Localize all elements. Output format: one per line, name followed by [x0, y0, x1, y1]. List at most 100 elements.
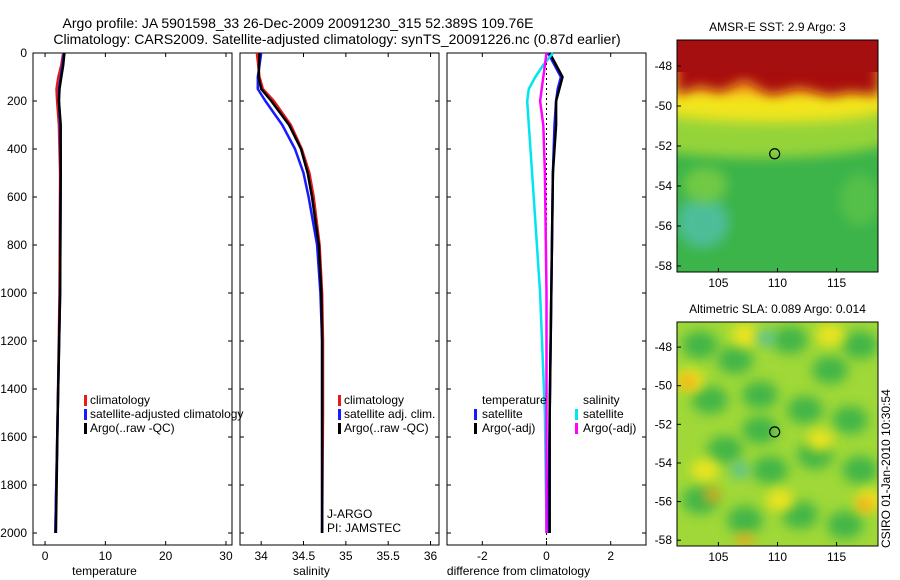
sla-orange-eddy — [857, 498, 873, 512]
y-tick-label: 1000 — [0, 286, 27, 300]
sla-green-eddy — [812, 356, 848, 384]
y-tick-label: -48 — [655, 340, 673, 354]
y-tick-label: 1200 — [0, 334, 27, 348]
legend-swatch — [474, 423, 477, 434]
difference-profile-chart: -2 0 2 difference from climatology temperatu… — [446, 52, 647, 578]
sla-green-eddy — [742, 381, 778, 409]
sla-orange-eddy — [737, 533, 753, 546]
x-tick-label: 110 — [768, 276, 787, 290]
sla-teal-eddy — [757, 330, 775, 346]
legend-swatch — [84, 395, 87, 406]
x-tick-label: 36 — [424, 549, 438, 563]
figure-title-line2: Climatology: CARS2009. Satellite-adjuste… — [53, 31, 620, 47]
sla-green-eddy — [842, 331, 878, 359]
sla_map-panel: 105 110 115 -48 -50 -52 -54 -56 -58 Altimetric SL… — [655, 302, 879, 564]
y-tick-label: 1800 — [0, 478, 27, 492]
x-tick-label: 0 — [543, 549, 550, 563]
y-tick-label: -54 — [655, 179, 673, 193]
difference-series-salinity-satellite — [525, 52, 554, 534]
sst-cool-spot — [677, 196, 729, 248]
y-tick-label: -50 — [655, 99, 673, 113]
sla-green-eddy — [717, 346, 753, 374]
x-tick-label: 0 — [42, 549, 49, 563]
legend-label: satellite — [482, 407, 523, 421]
sla-green-eddy — [682, 331, 718, 359]
y-tick-label: 1400 — [0, 382, 27, 396]
sst_map-panel: 105 110 115 -48 -50 -52 -54 -56 -58 AMSR-E SST: 2… — [655, 20, 879, 290]
argo-float-marker — [769, 426, 781, 438]
sla-green-eddy — [752, 456, 788, 484]
legend-swatch — [338, 395, 341, 406]
x-tick-label: 2 — [607, 549, 614, 563]
salinity-axes-frame — [239, 52, 440, 546]
sla-green-eddy — [727, 506, 763, 534]
sla_map-title: Altimetric SLA: 0.089 Argo: 0.014 — [689, 302, 866, 316]
y-tick-label: 1600 — [0, 430, 27, 444]
x-tick-label: 105 — [708, 276, 728, 290]
legend-swatch — [575, 409, 578, 420]
x-tick-label: 110 — [768, 550, 787, 564]
legend-label: Argo(..raw -QC) — [90, 421, 175, 435]
sla-yellow-eddy — [766, 489, 794, 511]
y-tick-label: -56 — [655, 495, 673, 509]
sst-band-darkred-top — [677, 40, 878, 72]
y-tick-label: 600 — [7, 190, 27, 204]
temperature-x-axis-label: temperature — [72, 564, 137, 578]
legend-swatch — [84, 423, 87, 434]
x-tick-label: 34.5 — [292, 549, 316, 563]
float-annotation: J-ARGO — [327, 507, 372, 521]
legend-label: Argo(-adj) — [482, 421, 535, 435]
sla-green-eddy — [707, 436, 743, 464]
legend-group-title: temperature — [482, 393, 547, 407]
y-tick-label: 400 — [7, 142, 27, 156]
x-tick-label: 10 — [99, 549, 113, 563]
salinity-series-argo-raw-qc- — [257, 52, 324, 533]
salinity-profile-chart: 34 34.5 35 35.5 36 salinity climatologysatelli… — [239, 52, 440, 578]
y-tick-label: 2000 — [0, 526, 27, 540]
legend-label: climatology — [344, 393, 404, 407]
sst-patch — [840, 174, 878, 226]
sla-green-eddy — [772, 326, 808, 354]
legend-swatch — [575, 423, 578, 434]
y-tick-label: -56 — [655, 219, 673, 233]
sla-green-eddy — [842, 456, 878, 484]
legend-swatch — [338, 423, 341, 434]
salinity-x-axis-label: salinity — [293, 564, 330, 578]
legend-swatch — [84, 409, 87, 420]
temperature-series-argo-raw-qc- — [54, 52, 66, 534]
sla_map-field — [677, 322, 878, 546]
y-tick-label: -52 — [655, 417, 673, 431]
sla-yellow-eddy — [691, 459, 719, 481]
x-tick-label: 20 — [159, 549, 173, 563]
y-tick-label: -58 — [655, 259, 673, 273]
legend-label: Argo(..raw -QC) — [344, 421, 429, 435]
x-tick-label: 115 — [827, 550, 846, 564]
y-tick-label: -54 — [655, 456, 673, 470]
sla-green-eddy — [742, 416, 778, 444]
legend-group-title: salinity — [583, 393, 620, 407]
difference-x-axis-label: difference from climatology — [447, 564, 590, 578]
difference-series-temperature-argo-adj- — [548, 52, 564, 533]
legend-label: satellite-adjusted climatology — [90, 407, 243, 421]
x-tick-label: 35 — [339, 549, 353, 563]
float-annotation: PI: JAMSTEC — [327, 521, 401, 535]
legend-label: satellite — [583, 407, 624, 421]
sla-green-eddy — [827, 511, 863, 539]
figure-title-line1: Argo profile: JA 5901598_33 26-Dec-2009 … — [63, 15, 534, 31]
sla-orange-eddy — [704, 488, 720, 502]
legend-swatch — [474, 409, 477, 420]
sla-green-eddy — [692, 386, 728, 414]
sla-yellow-eddy — [816, 324, 844, 346]
sst_map-field — [677, 40, 878, 272]
x-tick-label: 115 — [827, 276, 846, 290]
y-tick-label: -48 — [655, 59, 673, 73]
y-tick-label: 0 — [20, 46, 27, 60]
sla-yellow-eddy — [806, 429, 834, 451]
y-tick-label: 800 — [7, 238, 27, 252]
x-tick-label: 105 — [708, 550, 728, 564]
sla-orange-eddy — [680, 375, 696, 389]
legend-swatch — [338, 409, 341, 420]
y-tick-label: -50 — [655, 379, 673, 393]
sla-green-eddy — [787, 396, 823, 424]
